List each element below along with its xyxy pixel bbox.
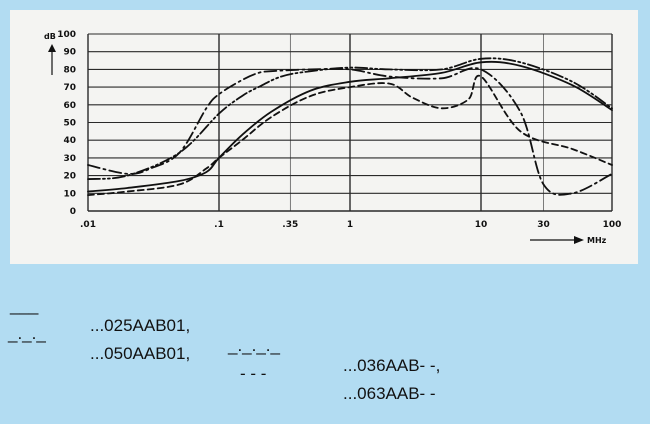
legend-symbol-dashdot: _._._ [8,324,46,344]
y-tick-label: 90 [63,48,76,58]
y-tick-label: 70 [63,83,76,93]
x-tick-label: 30 [537,220,550,230]
x-tick-label: .1 [214,220,224,230]
y-tick-label: 80 [63,65,76,75]
y-tick-label: 60 [63,101,76,111]
x-tick-label: 1 [347,220,353,230]
y-tick-label: 50 [63,119,76,129]
y-tick-label: 40 [63,136,76,146]
legend-symbol-dashdotdot: _._._._ [228,336,280,356]
legend-label-036aab: ...036AAB- -, [343,356,440,376]
y-tick-label: 10 [63,189,76,199]
x-tick-label: .01 [80,220,96,230]
x-axis-arrow-head [574,236,584,244]
legend-label-025aab01: ...025AAB01, [90,316,190,336]
x-tick-label: .35 [282,220,298,230]
legend-label-063aab: ...063AAB- - [343,384,436,404]
y-tick-label: 0 [70,207,76,217]
y-axis-arrow-head [48,44,56,52]
x-tick-label: 100 [603,220,622,230]
legend-label-050aab01: ...050AAB01, [90,344,190,364]
legend-row-2: _._._ ...050AAB01, - - - ...063AAB- - [0,304,28,424]
x-tick-label: 10 [475,220,488,230]
y-axis-label: dB [44,32,56,41]
x-axis-label: MHz [587,236,607,245]
legend-symbol-dashed: - - - [240,364,266,384]
y-tick-label: 20 [63,172,76,182]
figure-panel: 0 10 20 30 40 50 60 70 80 90 100.01.1.35 1 10 30 100 dB… [0,0,650,333]
y-tick-label: 100 [57,30,76,40]
y-tick-label: 30 [63,154,76,164]
